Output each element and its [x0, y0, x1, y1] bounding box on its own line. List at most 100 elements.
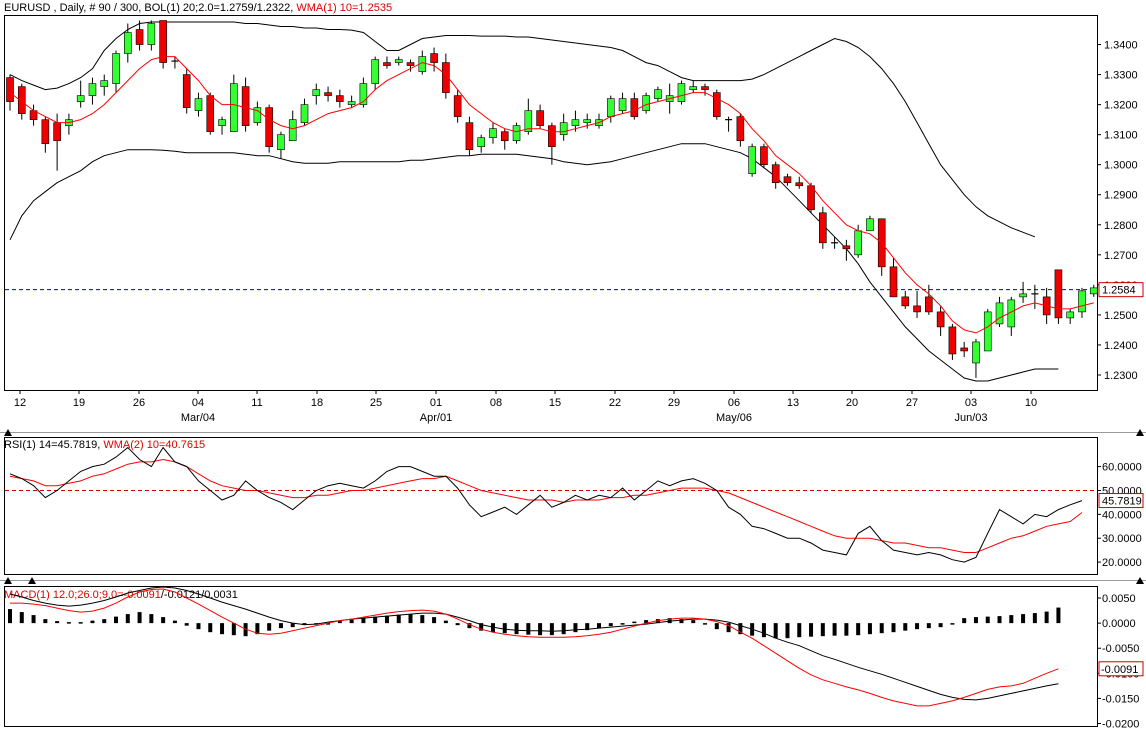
- candle-bull: [689, 86, 698, 90]
- candle-bear: [760, 146, 768, 165]
- resize-arrow-icon: [1136, 429, 1144, 436]
- candle-bull: [112, 53, 120, 84]
- price-tick-label: 1.2500: [1104, 310, 1138, 322]
- macd-histogram-bar: [43, 619, 48, 624]
- macd-histogram-bar: [1021, 614, 1026, 624]
- macd-histogram-bar: [809, 623, 814, 637]
- candle-bear: [913, 305, 921, 313]
- date-tick-label: 15: [549, 397, 561, 409]
- rsi-line: [9, 446, 1083, 563]
- macd-histogram-bar: [926, 623, 931, 629]
- macd-signal-line: [10, 588, 1059, 707]
- macd-histogram-bar: [761, 623, 766, 638]
- macd-histogram-bar: [820, 623, 825, 637]
- macd-histogram-bar: [514, 623, 519, 635]
- last-price-label: 1.2584: [1102, 285, 1136, 297]
- macd-histogram-bar: [1032, 613, 1037, 624]
- candle-bull: [371, 59, 379, 84]
- macd-histogram-bar: [231, 623, 236, 636]
- bollinger-lower-line: [9, 143, 1059, 382]
- macd-histogram-bar: [149, 614, 154, 624]
- panel-resize-arrows[interactable]: [4, 429, 1144, 584]
- rsi-header-wma: WMA(2) 10=40.7615: [103, 439, 205, 451]
- macd-histogram-bar: [1009, 615, 1014, 624]
- date-tick-label: 01: [430, 397, 442, 409]
- price-tick-label: 1.3200: [1104, 100, 1138, 112]
- macd-histogram-bar: [867, 623, 872, 635]
- macd-histogram-bar: [172, 620, 177, 624]
- candle-bear: [41, 119, 50, 144]
- macd-histogram-bar: [903, 623, 908, 631]
- macd-histogram-bar: [19, 612, 24, 624]
- macd-histogram-bar: [597, 623, 601, 629]
- macd-histogram-bar: [1044, 611, 1049, 624]
- candle-bull: [654, 89, 662, 99]
- macd-histogram-bar: [384, 615, 389, 624]
- macd-histogram-bar: [137, 612, 142, 624]
- macd-histogram-bar: [114, 616, 119, 624]
- macd-histogram-bar: [420, 615, 425, 624]
- macd-line: [9, 586, 1059, 701]
- macd-histogram-bar: [102, 619, 107, 624]
- price-tick-label: 1.3300: [1104, 70, 1138, 82]
- macd-histogram-bar: [267, 623, 272, 631]
- macd-histogram-bar: [950, 623, 955, 625]
- candle-bull: [218, 119, 226, 126]
- macd-histogram-bar: [679, 619, 684, 624]
- macd-histogram-bar: [526, 623, 531, 635]
- candle-bull: [618, 98, 627, 111]
- price-header: EURUSD , Daily, # 90 / 300, BOL(1) 20;2.…: [4, 2, 392, 14]
- resize-arrow-icon: [4, 577, 12, 584]
- candle-bear: [135, 29, 144, 45]
- candle-bear: [783, 176, 792, 184]
- price-tick-label: 1.2900: [1104, 190, 1138, 202]
- macd-panel-frame: [4, 586, 1098, 727]
- price-tick-label: 1.2700: [1104, 250, 1138, 262]
- macd-histogram-bar: [479, 623, 484, 631]
- macd-histogram-bar: [55, 621, 60, 624]
- candle-bull: [983, 311, 992, 352]
- macd-histogram-bar: [161, 617, 166, 624]
- macd-histogram-bar: [290, 623, 295, 628]
- date-tick-label: 25: [370, 397, 382, 409]
- macd-series-layer: [8, 586, 1061, 707]
- macd-histogram-bar: [973, 617, 978, 624]
- macd-header-main: MACD(1) 12.0;26.0;9.0=-0.0091: [4, 589, 161, 601]
- month-label: Mar/04: [181, 412, 215, 424]
- macd-tick-label: 0.0000: [1102, 618, 1136, 630]
- rsi-tick-label: 30.0000: [1102, 533, 1142, 545]
- date-tick-label: 18: [311, 397, 323, 409]
- candle-bull: [124, 32, 132, 54]
- price-tick-label: 1.2800: [1104, 220, 1138, 232]
- macd-histogram-bar: [632, 621, 637, 624]
- macd-histogram-bar: [443, 620, 448, 624]
- macd-histogram-bar: [502, 623, 507, 634]
- candle-bear: [241, 86, 250, 126]
- candle-bear: [1054, 269, 1063, 319]
- macd-histogram-bar: [644, 620, 649, 624]
- price-tick-label: 1.2400: [1104, 340, 1138, 352]
- macd-histogram-bar: [455, 623, 460, 626]
- macd-histogram-bar: [620, 623, 625, 625]
- macd-histogram-bar: [373, 616, 378, 624]
- macd-histogram-bar: [891, 623, 896, 633]
- macd-histogram-bar: [797, 623, 802, 638]
- date-tick-label: 19: [73, 397, 85, 409]
- macd-histogram-bar: [349, 619, 354, 624]
- candle-bull: [748, 146, 756, 175]
- candle-bear: [182, 74, 191, 108]
- candle-bull: [312, 89, 321, 96]
- date-tick-label: 03: [965, 397, 977, 409]
- macd-histogram-bar: [208, 623, 213, 633]
- candle-bull: [512, 125, 521, 141]
- macd-histogram-bar: [573, 623, 578, 633]
- date-tick-label: 11: [251, 397, 262, 409]
- candle-bull: [995, 302, 1004, 325]
- macd-histogram-bar: [255, 623, 260, 635]
- macd-histogram-bar: [326, 623, 331, 625]
- wma-line: [9, 56, 1094, 334]
- candle-bear: [265, 107, 273, 147]
- macd-histogram-bar: [490, 623, 495, 633]
- rsi-series-layer: [5, 446, 1097, 563]
